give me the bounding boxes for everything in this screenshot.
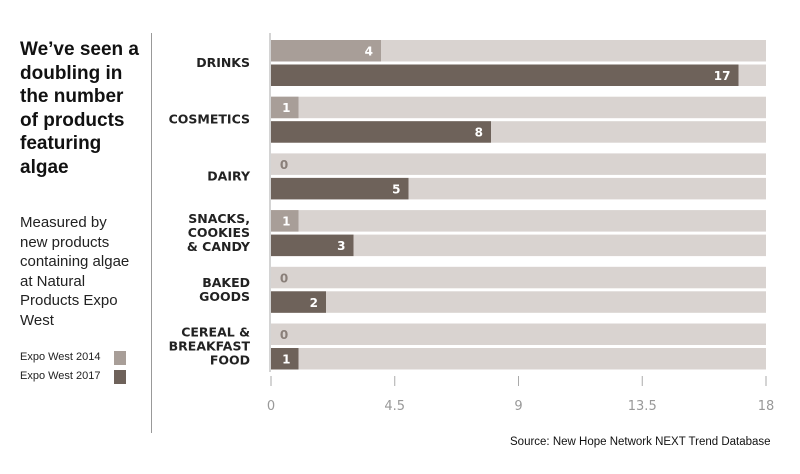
data-label: 3 [337, 239, 345, 253]
category-label: BREAKFAST [169, 339, 251, 354]
bar-track [271, 234, 766, 257]
category-label: FOOD [210, 353, 250, 368]
category-label: COSMETICS [169, 112, 250, 127]
divider [151, 33, 152, 433]
data-label: 1 [282, 353, 290, 367]
data-label: 0 [280, 271, 288, 285]
x-tick-label: 0 [267, 399, 275, 414]
bar-2017 [271, 177, 409, 200]
legend-label-2014: Expo West 2014 [20, 351, 101, 363]
data-label: 5 [392, 182, 400, 196]
legend-swatch-2014 [114, 351, 126, 365]
data-label: 8 [475, 126, 483, 140]
category-label: SNACKS, [188, 211, 250, 226]
bar-track [271, 348, 766, 370]
chart-subtitle: Measured by new products containing alga… [20, 214, 130, 329]
category-label: DRINKS [196, 55, 250, 70]
bar-track [271, 266, 766, 289]
data-label: 1 [282, 215, 290, 229]
chart-title: We’ve seen a doubling in the number of p… [20, 39, 140, 178]
data-label: 4 [365, 45, 373, 59]
x-tick-label: 4.5 [384, 399, 405, 414]
data-label: 0 [280, 328, 288, 342]
bar-2017 [271, 64, 739, 86]
legend-swatch-2017 [114, 370, 126, 384]
bar-track [271, 96, 766, 119]
data-label: 0 [280, 158, 288, 172]
category-label: CEREAL & [181, 325, 250, 340]
category-label: COOKIES [188, 225, 250, 240]
bar-track [271, 153, 766, 175]
x-tick-label: 13.5 [628, 399, 657, 414]
x-tick-label: 18 [758, 399, 775, 414]
legend-label-2017: Expo West 2017 [20, 370, 101, 382]
bar-track [271, 40, 766, 62]
source-note: Source: New Hope Network NEXT Trend Data… [510, 436, 771, 448]
bar-2017 [271, 291, 326, 313]
data-label: 2 [310, 296, 318, 310]
data-label: 1 [282, 101, 290, 115]
bar-track [271, 210, 766, 232]
bar-2014 [271, 96, 299, 119]
category-label: GOODS [199, 289, 250, 304]
data-label: 17 [714, 69, 731, 83]
bar-2014 [271, 40, 381, 62]
category-label: BAKED [202, 275, 250, 290]
bar-2014 [271, 210, 299, 232]
category-label: DAIRY [207, 168, 251, 183]
bar-track [271, 291, 766, 313]
bar-track [271, 323, 766, 345]
category-label: & CANDY [187, 239, 251, 254]
bar-2017 [271, 121, 491, 143]
x-tick-label: 9 [514, 399, 522, 414]
bar-2017 [271, 348, 299, 370]
bar-2017 [271, 234, 354, 257]
